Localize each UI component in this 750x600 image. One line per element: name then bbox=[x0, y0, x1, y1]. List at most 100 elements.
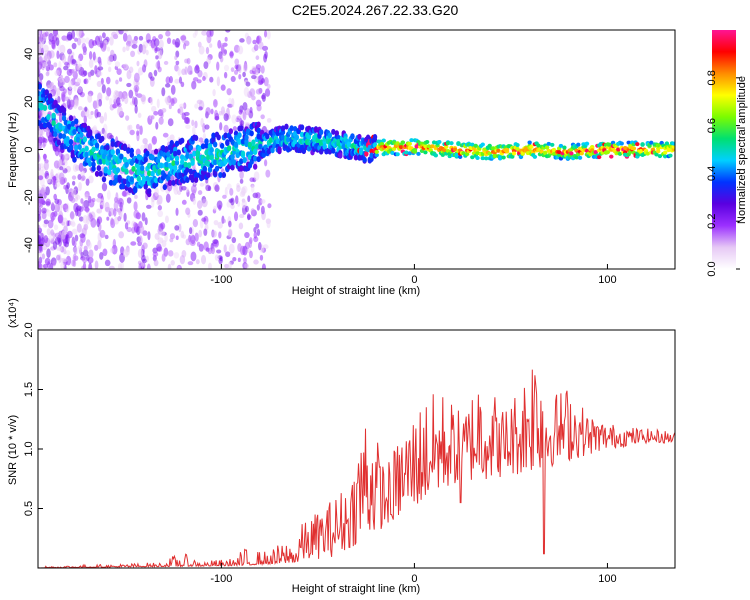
heatmap-cell bbox=[186, 162, 192, 169]
heatmap-cell bbox=[167, 250, 174, 257]
snr-ylabel: SNR (10 * v/v) bbox=[7, 415, 19, 485]
heatmap-cell bbox=[69, 211, 75, 220]
heatmap-cell bbox=[54, 198, 60, 205]
heatmap-cell bbox=[98, 60, 102, 67]
heatmap-cell bbox=[58, 172, 65, 182]
heatmap-cell bbox=[196, 79, 202, 84]
heatmap-cell bbox=[51, 112, 56, 119]
heatmap-cell bbox=[249, 130, 254, 137]
heatmap-cell bbox=[122, 249, 129, 258]
heatmap-cell bbox=[99, 252, 104, 260]
heatmap-cell bbox=[63, 65, 69, 71]
heatmap-cell bbox=[430, 144, 435, 149]
heatmap-cell bbox=[111, 31, 117, 38]
heatmap-cell bbox=[96, 111, 102, 118]
heatmap-cell bbox=[190, 251, 197, 262]
heatmap-cell bbox=[161, 87, 166, 97]
heatmap-cell bbox=[69, 220, 73, 226]
heatmap-cell bbox=[135, 148, 141, 156]
heatmap-cell bbox=[158, 39, 164, 50]
heatmap-cell bbox=[118, 77, 123, 82]
heatmap-cell bbox=[68, 138, 74, 145]
heatmap-cell bbox=[57, 95, 61, 104]
heatmap-cell bbox=[80, 198, 84, 204]
heatmap-cell bbox=[111, 104, 118, 109]
colorbar: 0.0 0.2 0.4 0.6 0.8 Normalized spectral ampl… bbox=[706, 30, 748, 277]
heatmap-cell bbox=[149, 96, 154, 106]
heatmap-cell bbox=[247, 213, 251, 221]
heatmap-cell bbox=[195, 259, 200, 265]
heatmap-cell bbox=[470, 155, 475, 160]
heatmap-cell bbox=[88, 39, 95, 49]
heatmap-cell bbox=[205, 107, 211, 116]
heatmap-cell bbox=[174, 225, 180, 231]
y-tick-label: 0.5 bbox=[23, 501, 35, 516]
heatmap-cell bbox=[194, 30, 198, 36]
heatmap-cell bbox=[83, 245, 88, 252]
heatmap-cell bbox=[85, 205, 90, 213]
heatmap-cell bbox=[119, 153, 124, 160]
heatmap-cell bbox=[160, 222, 166, 230]
heatmap-cell bbox=[85, 37, 90, 44]
colorbar-tick-label: 0.8 bbox=[706, 70, 718, 85]
heatmap-cell bbox=[98, 158, 103, 165]
heatmap-cell bbox=[205, 46, 210, 55]
heatmap-cell bbox=[113, 177, 119, 184]
heatmap-cell bbox=[318, 129, 324, 136]
heatmap-cell bbox=[232, 126, 237, 132]
heatmap-cell bbox=[171, 179, 176, 186]
heatmap-cell bbox=[246, 35, 252, 45]
heatmap-cell bbox=[237, 45, 244, 55]
spectrogram-panel: -100 0 100 -40 -20 0 20 40 Height of straight l… bbox=[7, 29, 676, 297]
heatmap-cell bbox=[245, 122, 251, 128]
heatmap-cell bbox=[265, 169, 271, 178]
heatmap-cell bbox=[262, 45, 269, 51]
heatmap-cell bbox=[76, 208, 82, 217]
heatmap-cell bbox=[301, 147, 307, 154]
heatmap-cell bbox=[59, 44, 66, 54]
heatmap-cell bbox=[138, 35, 144, 41]
heatmap-cell bbox=[154, 47, 161, 52]
heatmap-cell bbox=[260, 65, 265, 74]
heatmap-cell bbox=[62, 217, 68, 227]
heatmap-cell bbox=[264, 88, 271, 97]
heatmap-cell bbox=[138, 235, 143, 245]
heatmap-cell bbox=[228, 220, 232, 228]
heatmap-cell bbox=[327, 132, 333, 139]
heatmap-cell bbox=[211, 132, 216, 139]
heatmap-cell bbox=[239, 170, 244, 180]
heatmap-cell bbox=[515, 143, 520, 148]
x-tick-label: -100 bbox=[210, 573, 232, 585]
heatmap-cell bbox=[83, 78, 87, 84]
heatmap-cell bbox=[237, 257, 241, 263]
heatmap-cell bbox=[96, 197, 102, 203]
heatmap-cell bbox=[237, 138, 242, 145]
colorbar-strip bbox=[712, 30, 736, 269]
heatmap-cell bbox=[346, 141, 352, 148]
heatmap-cell bbox=[266, 220, 271, 229]
heatmap-cell bbox=[168, 104, 172, 110]
heatmap-cell bbox=[437, 139, 442, 144]
heatmap-cell bbox=[125, 115, 130, 121]
heatmap-cell bbox=[46, 248, 51, 259]
heatmap-cell bbox=[38, 175, 44, 181]
heatmap-cell bbox=[132, 96, 136, 105]
chart-title: C2E5.2024.267.22.33.G20 bbox=[291, 2, 459, 18]
heatmap-cell bbox=[54, 203, 61, 213]
heatmap-cells bbox=[38, 30, 675, 269]
heatmap-cell bbox=[61, 54, 67, 64]
heatmap-cell bbox=[38, 95, 42, 102]
heatmap-cell bbox=[400, 140, 406, 145]
snr-scale-note: (x10⁴) bbox=[7, 298, 19, 328]
heatmap-cell bbox=[256, 156, 261, 163]
heatmap-cell bbox=[43, 153, 47, 162]
heatmap-cell bbox=[135, 123, 140, 130]
heatmap-cell bbox=[122, 46, 126, 53]
heatmap-cell bbox=[87, 113, 93, 120]
heatmap-cell bbox=[569, 151, 574, 156]
heatmap-cell bbox=[218, 172, 223, 179]
heatmap-cell bbox=[106, 46, 111, 52]
heatmap-cell bbox=[198, 45, 205, 55]
x-tick-label: 0 bbox=[411, 573, 417, 585]
heatmap-cell bbox=[72, 156, 77, 163]
